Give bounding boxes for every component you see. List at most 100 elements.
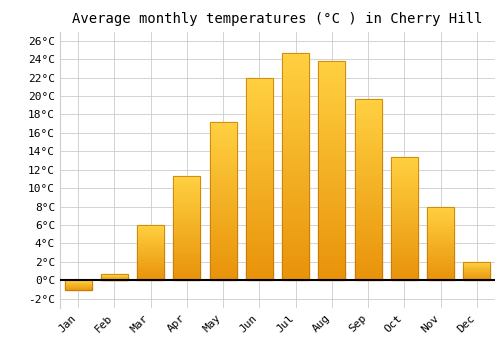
Bar — [391, 236, 418, 238]
Bar — [174, 279, 201, 280]
Bar — [282, 128, 309, 131]
Bar — [282, 84, 309, 86]
Bar — [174, 275, 201, 276]
Bar — [210, 234, 236, 236]
Bar — [210, 223, 236, 225]
Bar — [210, 218, 236, 219]
Bar — [391, 264, 418, 266]
Bar — [318, 92, 345, 94]
Bar — [427, 254, 454, 257]
Bar — [246, 85, 273, 87]
Bar — [391, 254, 418, 257]
Bar — [354, 99, 382, 101]
Bar — [427, 221, 454, 223]
Bar — [354, 149, 382, 150]
Bar — [282, 145, 309, 147]
Bar — [318, 142, 345, 144]
Bar — [318, 157, 345, 159]
Bar — [318, 238, 345, 240]
Bar — [210, 136, 236, 138]
Bar — [318, 183, 345, 184]
Bar — [246, 234, 273, 236]
Bar — [174, 239, 201, 241]
Bar — [246, 175, 273, 177]
Bar — [246, 94, 273, 96]
Bar — [318, 70, 345, 72]
Bar — [174, 243, 201, 245]
Bar — [318, 89, 345, 91]
Bar — [318, 190, 345, 192]
Bar — [210, 260, 236, 262]
Bar — [282, 229, 309, 230]
Bar — [318, 247, 345, 249]
Bar — [282, 112, 309, 114]
Bar — [210, 144, 236, 146]
Bar — [246, 229, 273, 231]
Bar — [354, 117, 382, 119]
Bar — [318, 124, 345, 126]
Bar — [318, 83, 345, 85]
Bar — [210, 190, 236, 192]
Bar — [64, 281, 92, 282]
Bar — [246, 124, 273, 126]
Bar — [282, 217, 309, 219]
Bar — [282, 254, 309, 256]
Bar — [210, 184, 236, 186]
Bar — [391, 249, 418, 251]
Bar — [391, 203, 418, 205]
Bar — [174, 265, 201, 267]
Bar — [174, 186, 201, 187]
Bar — [318, 61, 345, 280]
Bar — [282, 230, 309, 232]
Bar — [210, 212, 236, 214]
Bar — [282, 80, 309, 82]
Bar — [354, 206, 382, 208]
Bar — [101, 275, 128, 276]
Bar — [246, 254, 273, 257]
Bar — [137, 269, 164, 271]
Bar — [246, 258, 273, 260]
Bar — [282, 86, 309, 88]
Bar — [318, 221, 345, 223]
Bar — [354, 251, 382, 253]
Bar — [391, 253, 418, 254]
Bar — [282, 266, 309, 267]
Bar — [318, 138, 345, 140]
Bar — [246, 212, 273, 214]
Bar — [246, 131, 273, 133]
Bar — [137, 231, 164, 232]
Bar — [354, 254, 382, 256]
Bar — [354, 184, 382, 186]
Bar — [391, 206, 418, 209]
Bar — [282, 149, 309, 151]
Bar — [318, 136, 345, 138]
Bar — [246, 170, 273, 172]
Bar — [210, 238, 236, 240]
Bar — [210, 122, 236, 124]
Bar — [318, 148, 345, 149]
Bar — [391, 244, 418, 245]
Bar — [282, 214, 309, 216]
Bar — [246, 153, 273, 155]
Bar — [174, 197, 201, 198]
Bar — [464, 269, 490, 271]
Bar — [246, 133, 273, 135]
Bar — [246, 91, 273, 92]
Bar — [427, 269, 454, 271]
Bar — [354, 247, 382, 249]
Bar — [210, 271, 236, 273]
Bar — [318, 155, 345, 157]
Bar — [210, 127, 236, 129]
Bar — [354, 276, 382, 279]
Bar — [246, 78, 273, 280]
Title: Average monthly temperatures (°C ) in Cherry Hill: Average monthly temperatures (°C ) in Ch… — [72, 12, 482, 26]
Bar — [391, 181, 418, 183]
Bar — [427, 223, 454, 225]
Bar — [464, 276, 490, 279]
Bar — [246, 172, 273, 174]
Bar — [282, 153, 309, 154]
Bar — [137, 253, 164, 254]
Bar — [282, 68, 309, 69]
Bar — [246, 276, 273, 279]
Bar — [282, 90, 309, 92]
